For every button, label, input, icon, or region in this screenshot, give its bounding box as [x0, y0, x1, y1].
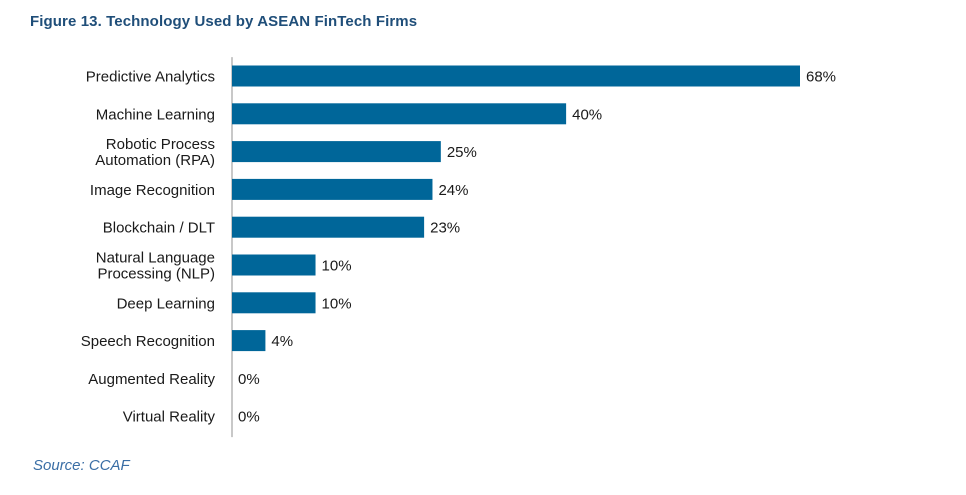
category-label: Predictive Analytics — [86, 69, 215, 86]
bar — [232, 178, 433, 200]
value-label: 24% — [438, 182, 468, 199]
bar — [232, 254, 316, 276]
bar — [232, 292, 316, 314]
value-label: 40% — [572, 106, 602, 123]
category-labels-group: Predictive Analytics Machine Learning Robo… — [81, 69, 216, 426]
bar — [232, 330, 266, 352]
category-label: Blockchain / DLT — [103, 220, 215, 237]
source-note: Source: CCAF — [33, 457, 130, 474]
category-label: Machine Learning — [96, 106, 215, 123]
value-label: 25% — [447, 144, 477, 161]
value-label: 23% — [430, 220, 460, 237]
category-label: Speech Recognition — [81, 333, 215, 350]
value-label: 10% — [322, 295, 352, 312]
bar — [232, 65, 800, 87]
category-label: Augmented Reality — [88, 371, 215, 388]
bar — [232, 216, 425, 238]
value-label: 10% — [322, 258, 352, 275]
bar — [232, 103, 567, 125]
figure-title: Figure 13. Technology Used by ASEAN FinT… — [30, 13, 418, 30]
value-label: 0% — [238, 371, 260, 388]
value-label: 0% — [238, 409, 260, 426]
category-label: Natural Language — [96, 250, 215, 267]
category-label: Image Recognition — [90, 182, 215, 199]
value-label: 4% — [271, 333, 293, 350]
value-label: 68% — [806, 69, 836, 86]
bars-group — [232, 65, 800, 352]
value-labels-group: 68% 40% 25% 24% 23% 10% 10% 4% 0% 0% — [238, 69, 836, 426]
category-label: Processing (NLP) — [97, 266, 215, 283]
bar — [232, 141, 441, 163]
category-label: Robotic Process — [106, 136, 215, 153]
category-label: Automation (RPA) — [95, 152, 215, 169]
category-label: Virtual Reality — [123, 409, 216, 426]
category-label: Deep Learning — [117, 295, 215, 312]
